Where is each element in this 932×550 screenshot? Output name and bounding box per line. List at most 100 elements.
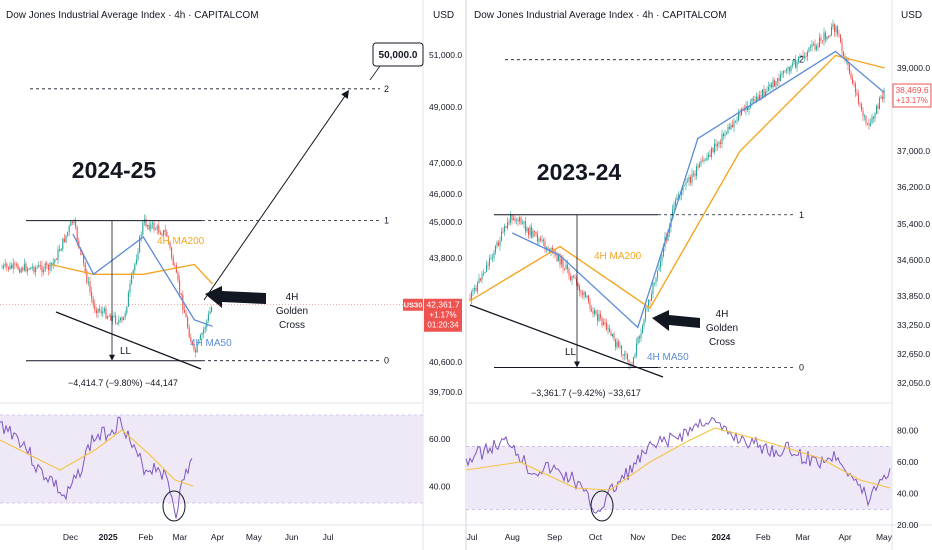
right-candle-body: [851, 78, 854, 84]
left-target-box: [372, 42, 424, 67]
left-candle-body: [107, 316, 109, 319]
left-candle-body: [174, 265, 176, 266]
right-candle-body: [799, 57, 801, 58]
left-candle-body: [27, 268, 29, 272]
left-x-tick: Dec: [63, 532, 79, 542]
right-y-tick: 36,200.0: [897, 182, 930, 192]
right-y-tick: 33,850.0: [897, 291, 930, 301]
right-candle-body: [656, 270, 659, 278]
left-y-tick: 40,600.0: [429, 357, 462, 367]
right-candle-body: [566, 264, 569, 269]
left-candle-body: [156, 225, 158, 230]
right-candle-body: [865, 115, 867, 124]
left-target-label: 50,000.0: [379, 50, 418, 61]
right-candle-body: [526, 227, 528, 232]
left-ma50-line: [72, 233, 213, 327]
right-candle-body: [700, 160, 702, 165]
left-ma200-line: [50, 263, 214, 285]
right-y-tick: 35,400.0: [897, 219, 930, 229]
right-candle-body: [596, 314, 599, 321]
right-candle-body: [856, 92, 858, 95]
left-candle-body: [46, 263, 48, 266]
right-candle-body: [838, 33, 840, 35]
right-candle-body: [848, 64, 851, 74]
right-candle-body: [497, 242, 500, 246]
left-candle-body: [131, 274, 133, 284]
right-candle-body: [761, 89, 764, 97]
right-candle-body: [551, 247, 554, 250]
right-candle-body: [703, 159, 705, 162]
right-candle-body: [577, 283, 579, 287]
right-chart-title: Dow Jones Industrial Average Index · 4h …: [474, 10, 727, 21]
right-measure-label: −3,361.7 (−9.42%) −33,617: [531, 388, 641, 398]
right-ma50-line: [512, 50, 886, 329]
right-candle-body: [770, 84, 773, 88]
right-candle-body: [506, 222, 509, 228]
right-candle-body: [676, 197, 678, 200]
left-candle-body: [100, 310, 102, 314]
right-candle-body: [733, 121, 735, 128]
right-candle-body: [473, 287, 476, 290]
left-y-tick: 47,000.0: [429, 158, 462, 168]
right-candle-body: [521, 223, 524, 225]
right-trendline: [469, 304, 664, 378]
right-candle-body: [875, 105, 878, 114]
right-candle-body: [622, 354, 624, 356]
left-badge-countdown: 01:20:34: [427, 321, 459, 330]
right-candle-body: [646, 307, 648, 309]
right-candle-body: [728, 126, 731, 130]
left-candle-body: [102, 311, 104, 314]
right-candle-body: [571, 276, 573, 281]
right-candle-body: [694, 173, 696, 177]
left-candle-body: [22, 268, 24, 271]
right-candle-body: [781, 73, 783, 75]
right-candle-body: [487, 264, 489, 266]
left-candle-body: [38, 265, 40, 268]
right-candle-body: [476, 283, 479, 291]
right-rsi-ma-line: [465, 427, 891, 491]
left-candle-body: [142, 222, 144, 235]
left-candle-body: [188, 327, 190, 338]
right-candle-body: [713, 143, 716, 153]
left-candle-body: [185, 312, 187, 318]
right-candle-body: [614, 339, 617, 348]
left-rsi-band: [0, 415, 423, 503]
left-candle-body: [67, 231, 69, 236]
right-candle-body: [739, 113, 741, 115]
right-candle-body: [836, 26, 839, 34]
left-candle-body: [14, 263, 16, 265]
right-candle-body: [584, 291, 587, 298]
right-candle-body: [824, 32, 827, 40]
right-candle-body: [512, 218, 515, 221]
left-symbol-text: US30: [404, 301, 423, 310]
right-rsi-tick: 20.00: [897, 520, 919, 530]
right-candle-body: [677, 195, 680, 198]
left-candle-body: [123, 316, 125, 321]
right-candle-body: [868, 123, 870, 126]
left-candle-body: [25, 263, 27, 272]
left-candle-body: [167, 236, 169, 243]
right-x-tick: Dec: [671, 532, 687, 542]
left-candle-body: [150, 224, 152, 230]
right-x-tick: Mar: [795, 532, 810, 542]
right-candle-body: [475, 287, 477, 291]
left-candle-body: [6, 263, 8, 267]
right-candle-body: [866, 123, 869, 125]
right-candle-body: [581, 292, 584, 295]
left-candle-body: [91, 292, 93, 299]
right-candle-body: [812, 43, 815, 45]
left-candle-body: [65, 235, 67, 243]
right-candle-body: [859, 103, 861, 105]
left-candle-body: [54, 259, 56, 263]
right-candle-body: [839, 34, 842, 43]
right-candle-body: [617, 341, 620, 347]
right-candle-body: [757, 96, 759, 100]
right-candle-body: [499, 240, 501, 246]
right-candle-body: [533, 231, 536, 232]
right-candle-body: [502, 231, 504, 233]
right-candle-body: [785, 68, 788, 71]
right-candle-body: [536, 234, 539, 242]
left-candle-body: [44, 263, 46, 271]
